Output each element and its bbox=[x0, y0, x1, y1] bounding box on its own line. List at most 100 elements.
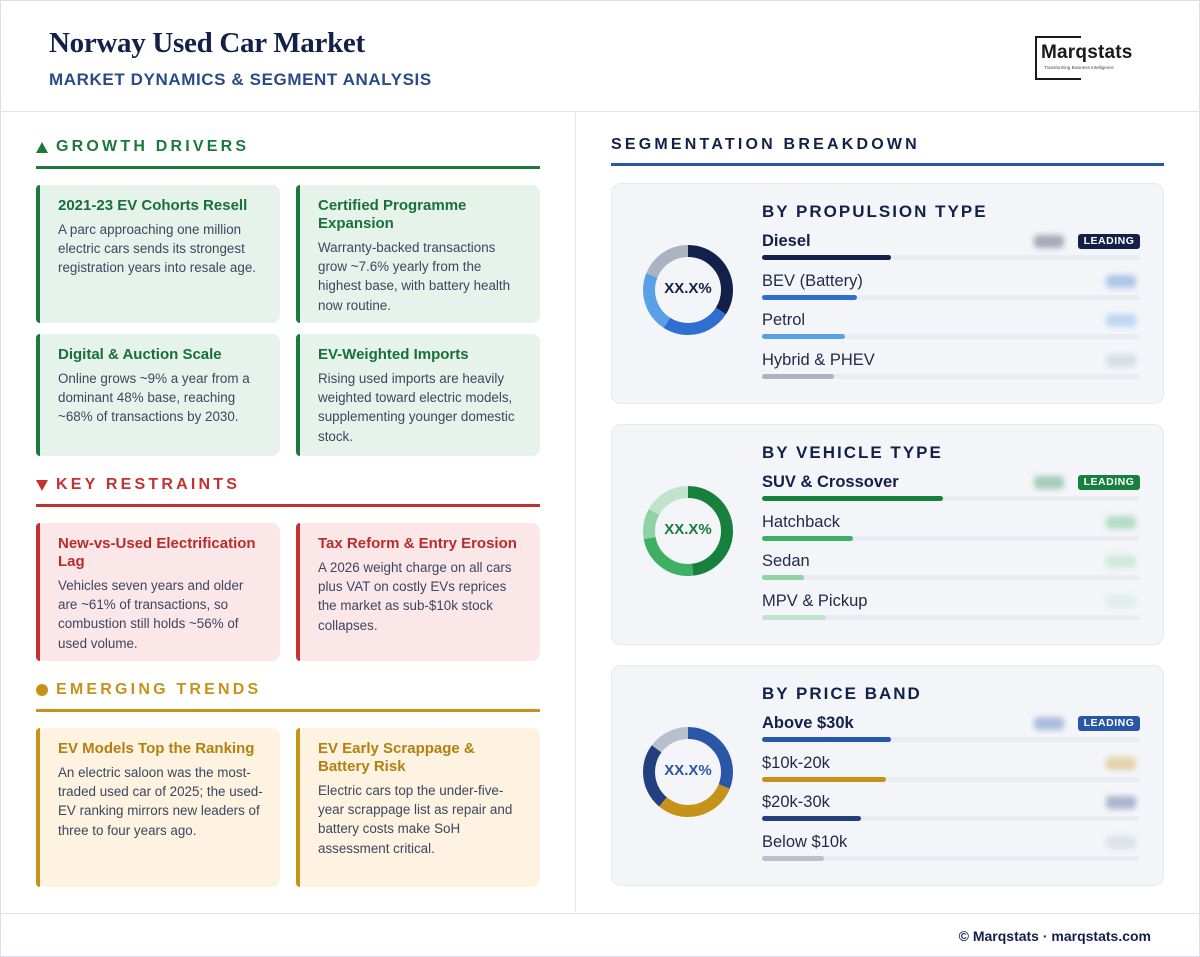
segment-label: $10k-20k bbox=[762, 754, 830, 772]
segment-bar-track bbox=[762, 575, 1140, 580]
growth-drivers-section: GROWTH DRIVERS 2021-23 EV Cohorts Resell… bbox=[36, 136, 540, 456]
segment-label: Above $30k bbox=[762, 714, 854, 732]
card-body: An electric saloon was the most-traded u… bbox=[58, 765, 263, 838]
card-title: Certified Programme Expansion bbox=[318, 197, 467, 232]
footer-copyright: © Marqstats · marqstats.com bbox=[958, 928, 1151, 944]
donut-slice bbox=[643, 245, 733, 335]
segment-bar-fill bbox=[762, 856, 824, 861]
card-body: Warranty-backed transactions grow ~7.6% … bbox=[318, 240, 511, 313]
blurred-value bbox=[1106, 595, 1136, 608]
logo-name: Marqstats bbox=[1041, 42, 1133, 63]
segment-label: BEV (Battery) bbox=[762, 272, 863, 290]
segment-row: Sedan bbox=[762, 552, 1140, 592]
blurred-value bbox=[1106, 314, 1136, 327]
growth-drivers-label: GROWTH DRIVERS bbox=[56, 138, 250, 155]
page-title: Norway Used Car Market bbox=[49, 27, 365, 59]
circle-dot-icon bbox=[36, 684, 48, 696]
segment-row: SUV & Crossover LEADING bbox=[762, 473, 1140, 513]
leading-badge: LEADING bbox=[1078, 716, 1140, 731]
segment-bar-track bbox=[762, 255, 1140, 260]
emerging-trends-heading: EMERGING TRENDS bbox=[36, 679, 540, 701]
segment-bar-fill bbox=[762, 295, 857, 300]
segment-row: $10k-20k bbox=[762, 754, 1140, 794]
segment-panel: BY PROPULSION TYPE XX.X% Diesel LEADING BEV … bbox=[611, 183, 1164, 404]
segment-bar-track bbox=[762, 295, 1140, 300]
donut-slice bbox=[643, 727, 733, 817]
donut-center-label: XX.X% bbox=[664, 762, 712, 779]
segment-label: Below $10k bbox=[762, 833, 848, 851]
donut-chart bbox=[643, 245, 733, 335]
card-title: EV Models Top the Ranking bbox=[58, 740, 255, 757]
blurred-value bbox=[1034, 476, 1064, 489]
page-subtitle: MARKET DYNAMICS & SEGMENT ANALYSIS bbox=[49, 70, 432, 89]
segment-bar-track bbox=[762, 536, 1140, 541]
segment-bar-fill bbox=[762, 816, 861, 821]
blurred-value bbox=[1106, 836, 1136, 849]
blurred-value bbox=[1106, 796, 1136, 809]
key-restraints-rule bbox=[36, 504, 540, 507]
segment-label: SUV & Crossover bbox=[762, 473, 899, 491]
emerging-trends-label: EMERGING TRENDS bbox=[56, 681, 262, 698]
logo-frame-left bbox=[1035, 36, 1081, 80]
marqstats-logo: Marqstats Transforming Business Intellig… bbox=[1035, 36, 1151, 80]
segment-label: Hatchback bbox=[762, 513, 840, 531]
panel-title: BY VEHICLE TYPE bbox=[762, 443, 943, 462]
segment-bar-fill bbox=[762, 575, 804, 580]
card-body: Online grows ~9% a year from a dominant … bbox=[58, 371, 250, 425]
card-title: EV-Weighted Imports bbox=[318, 346, 469, 363]
donut-chart bbox=[643, 486, 733, 576]
logo-tagline: Transforming Business Intelligence bbox=[1044, 65, 1114, 70]
segment-bar-fill bbox=[762, 334, 845, 339]
growth-card: Digital & Auction Scale Online grows ~9%… bbox=[36, 334, 280, 456]
emerging-trends-section: EMERGING TRENDS EV Models Top the Rankin… bbox=[36, 679, 540, 887]
footer: © Marqstats · marqstats.com bbox=[0, 913, 1200, 957]
growth-drivers-heading: GROWTH DRIVERS bbox=[36, 136, 540, 158]
card-title: Digital & Auction Scale bbox=[58, 346, 222, 363]
segment-bar-track bbox=[762, 816, 1140, 821]
panel-title: BY PROPULSION TYPE bbox=[762, 202, 988, 221]
segment-bar-fill bbox=[762, 737, 891, 742]
segment-row: MPV & Pickup bbox=[762, 592, 1140, 632]
card-body: A 2026 weight charge on all cars plus VA… bbox=[318, 560, 512, 633]
segment-bar-fill bbox=[762, 496, 943, 501]
segmentation-heading: SEGMENTATION BREAKDOWN bbox=[611, 136, 920, 153]
key-restraints-section: KEY RESTRAINTS New-vs-Used Electrificati… bbox=[36, 474, 540, 661]
segment-bar-track bbox=[762, 737, 1140, 742]
segment-row: Hybrid & PHEV bbox=[762, 351, 1140, 391]
segment-bar-track bbox=[762, 496, 1140, 501]
donut-slice bbox=[643, 727, 733, 817]
segment-bar-fill bbox=[762, 777, 886, 782]
segment-bar-fill bbox=[762, 536, 853, 541]
donut-slice bbox=[643, 245, 733, 335]
card-body: Vehicles seven years and older are ~61% … bbox=[58, 578, 244, 651]
panel-title: BY PRICE BAND bbox=[762, 684, 922, 703]
column-divider bbox=[575, 112, 576, 912]
key-restraints-heading: KEY RESTRAINTS bbox=[36, 474, 540, 496]
emerging-trends-rule bbox=[36, 709, 540, 712]
leading-badge: LEADING bbox=[1078, 475, 1140, 490]
segment-bar-track bbox=[762, 334, 1140, 339]
card-title: 2021-23 EV Cohorts Resell bbox=[58, 197, 248, 214]
trend-card: EV Early Scrappage & Battery Risk Electr… bbox=[296, 728, 540, 887]
restraint-card: Tax Reform & Entry Erosion A 2026 weight… bbox=[296, 523, 540, 661]
segment-row: $20k-30k bbox=[762, 793, 1140, 833]
segment-bar-fill bbox=[762, 374, 834, 379]
segment-panel: BY VEHICLE TYPE XX.X% SUV & Crossover LEADI… bbox=[611, 424, 1164, 645]
donut-center-label: XX.X% bbox=[664, 280, 712, 297]
card-body: Electric cars top the under-five-year sc… bbox=[318, 783, 513, 856]
donut-slice bbox=[643, 727, 733, 817]
growth-drivers-rule bbox=[36, 166, 540, 169]
triangle-down-icon bbox=[36, 479, 48, 491]
segment-bar-track bbox=[762, 615, 1140, 620]
card-title: New-vs-Used Electrification Lag bbox=[58, 535, 256, 570]
segment-bar-track bbox=[762, 374, 1140, 379]
leading-badge: LEADING bbox=[1078, 234, 1140, 249]
donut-slice bbox=[643, 486, 733, 576]
header: Norway Used Car Market MARKET DYNAMICS &… bbox=[0, 0, 1200, 112]
donut-center-label: XX.X% bbox=[664, 521, 712, 538]
donut-slice bbox=[643, 245, 733, 335]
segment-bar-fill bbox=[762, 255, 891, 260]
segment-bar-track bbox=[762, 777, 1140, 782]
segment-row: Hatchback bbox=[762, 513, 1140, 553]
blurred-value bbox=[1034, 235, 1064, 248]
